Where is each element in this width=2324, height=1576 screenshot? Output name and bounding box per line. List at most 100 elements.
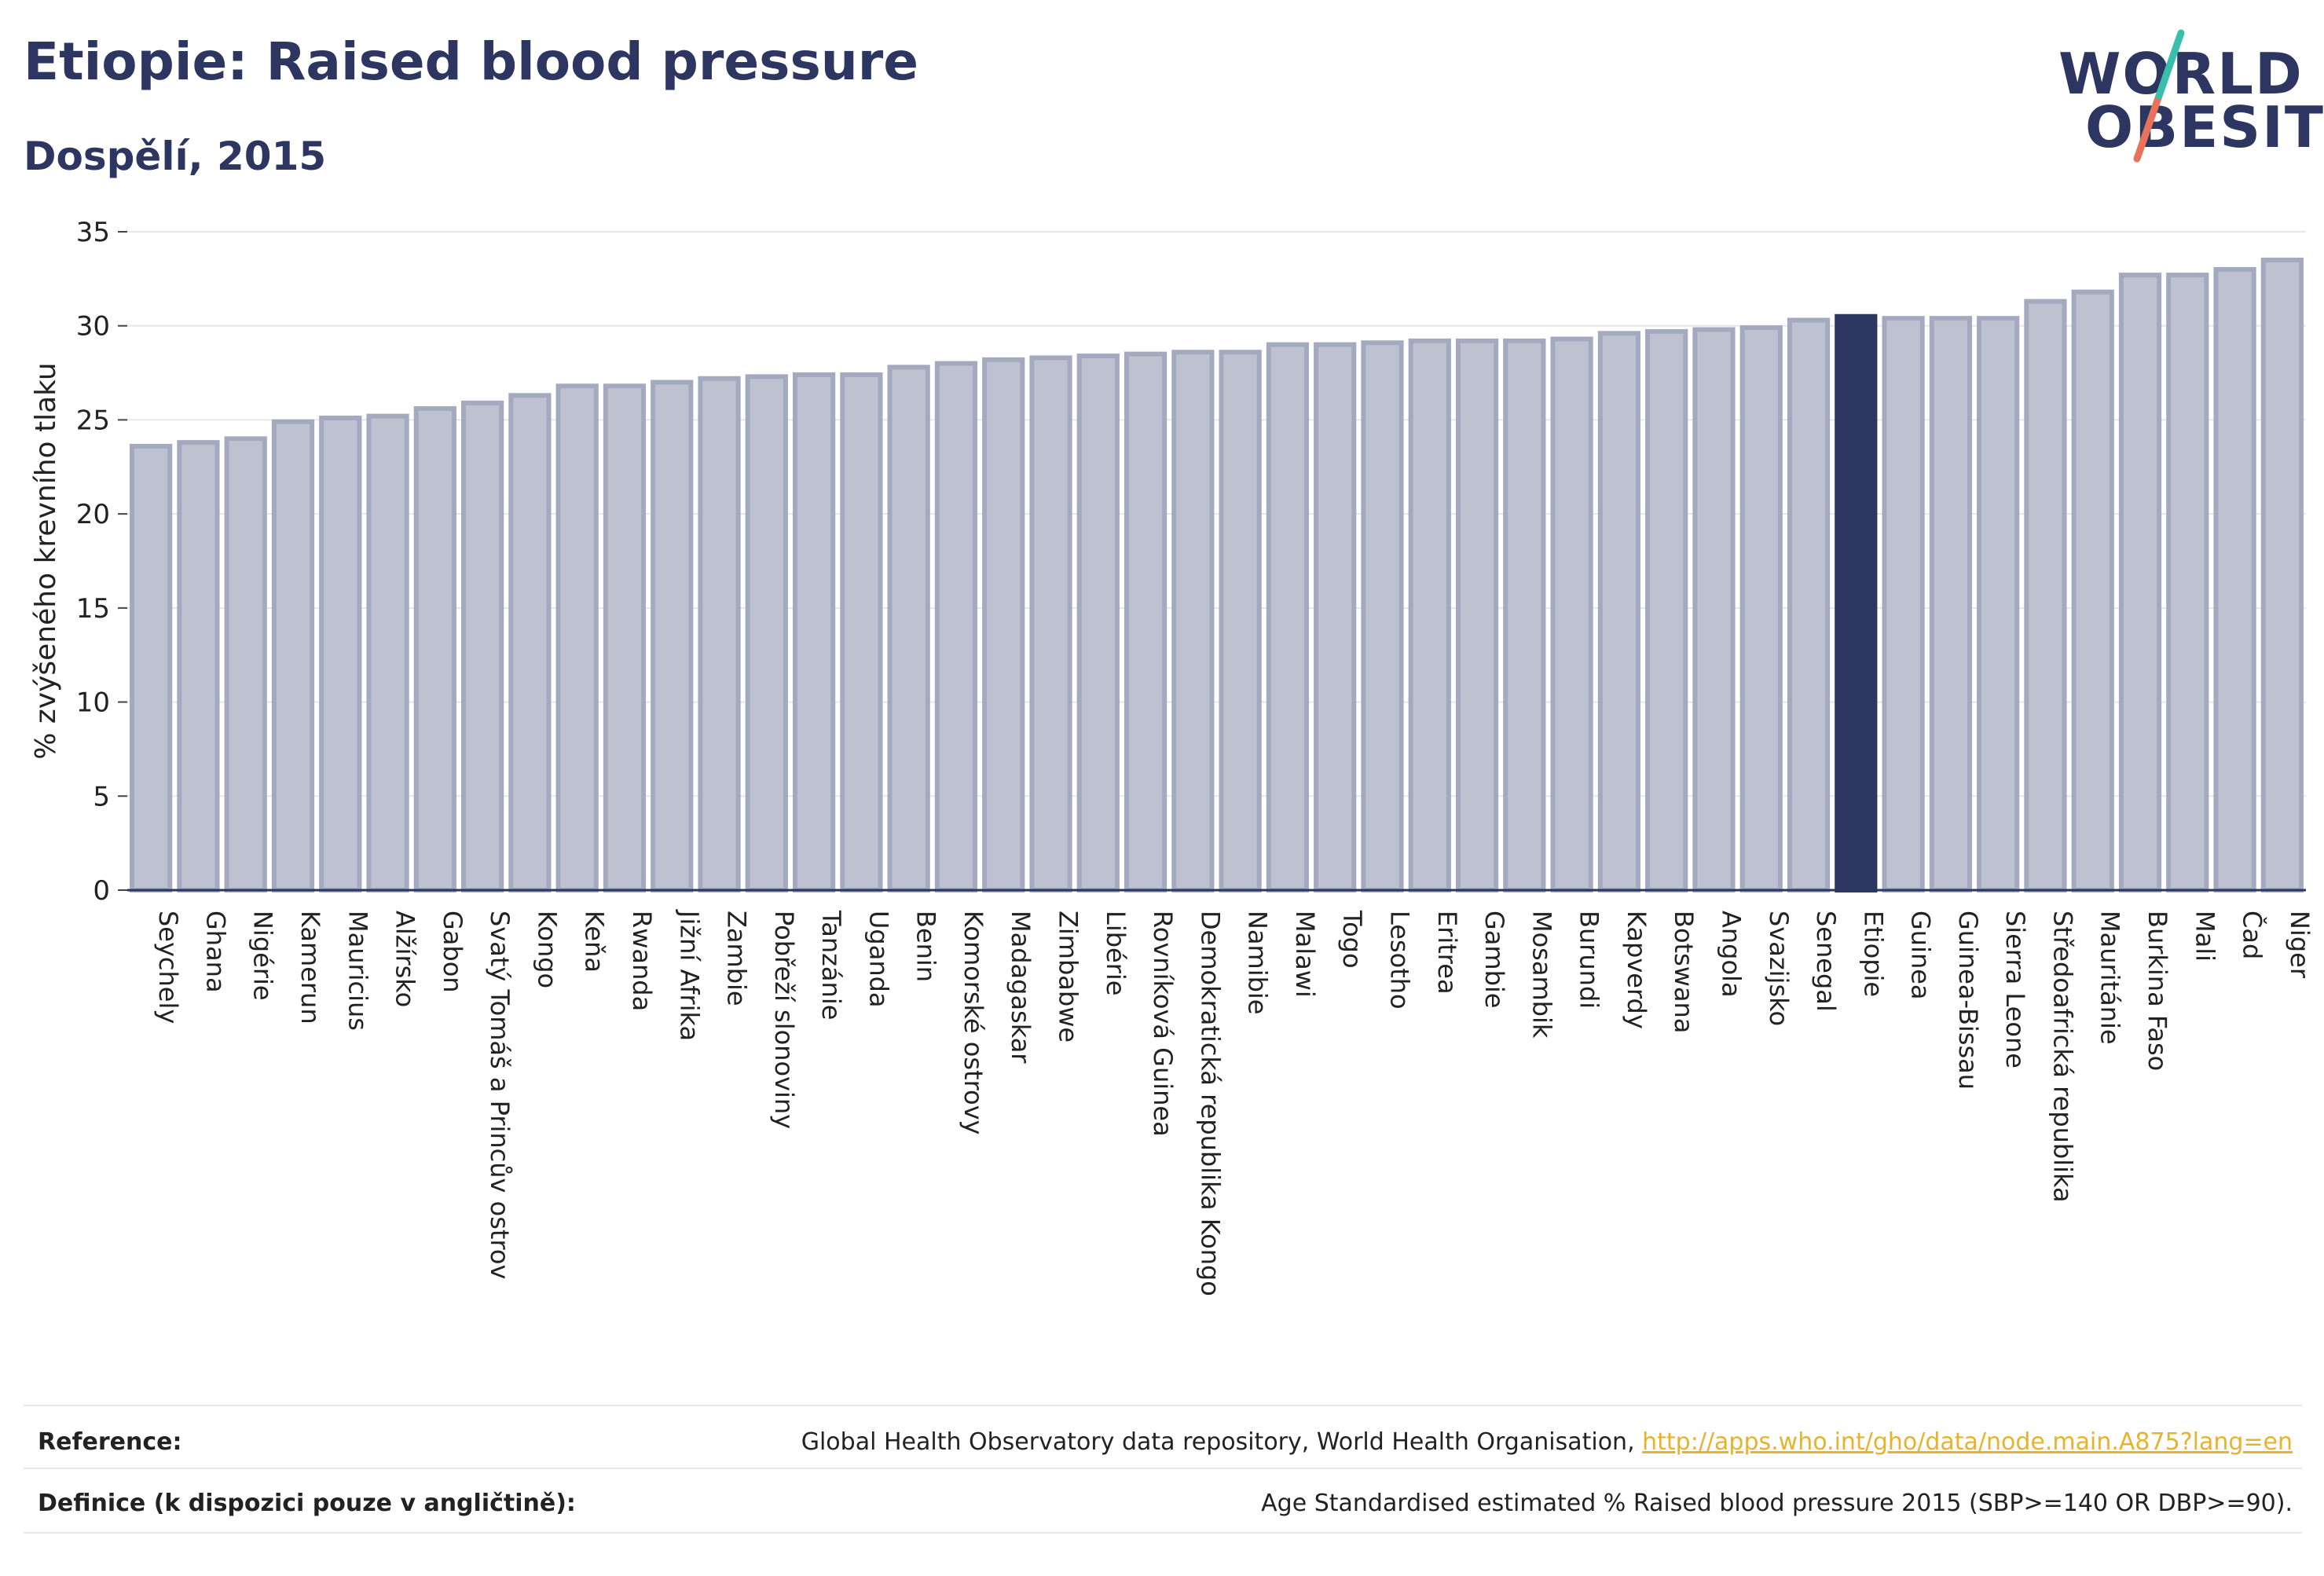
bar [651,379,694,892]
x-tick-label: Tanzánie [816,910,846,1020]
bar [1455,338,1499,892]
logo-word-world: WORLD [2058,41,2304,107]
logo-slash-icon [2133,29,2185,163]
axes: 0 5 10 15 20 25 30 35 Seychely Ghana Nigérie Kameru… [76,217,2315,1296]
bar [745,374,788,892]
x-tick-label: Madagaskar [1006,911,1036,1064]
reference-text: Global Health Observatory data repositor… [801,1428,1643,1456]
bar [2166,273,2209,893]
x-tick-label: Uganda [863,911,893,1008]
footer-divider-bottom [24,1532,2302,1534]
y-tick-label: 0 [93,875,110,907]
bar [1597,331,1641,892]
bar [461,400,504,892]
bar [413,406,456,892]
x-tick-label: Burkina Faso [2143,911,2172,1071]
bar [1550,336,1593,892]
footer-divider-top [24,1405,2302,1406]
x-tick-label: Ghana [200,911,230,993]
x-tick-label: Kamerun [295,911,325,1024]
bar [1361,340,1404,892]
x-tick-label: Čad [2238,911,2268,959]
bar [130,443,173,892]
y-tick-label: 25 [76,405,110,436]
x-tick-label: Seychely [153,911,183,1024]
bar [319,416,362,892]
x-tick-label: Keňa [580,911,610,973]
bar-chart: 0 5 10 15 20 25 30 35 Seychely Ghana Nigérie Kameru… [30,217,2315,1296]
bar [555,383,599,892]
bar [2118,273,2162,893]
bar [1029,355,1072,893]
bar [1124,351,1167,892]
definition-value: Age Standardised estimated % Raised bloo… [1261,1490,2293,1517]
x-tick-label: Mosambik [1527,911,1556,1039]
x-tick-label: Gambie [1479,911,1509,1008]
bar [1882,316,1925,892]
reference-link[interactable]: http://apps.who.int/gho/data/node.main.A… [1642,1428,2293,1456]
x-tick-label: Zimbabwe [1054,911,1083,1043]
bar [1171,350,1215,892]
x-tick-label: Eritrea [1432,911,1462,995]
bar [840,372,883,893]
bar [2071,289,2114,893]
x-tick-label: Zambie [722,911,752,1006]
x-tick-label: Svazijsko [1764,911,1794,1026]
y-tick-label: 15 [76,593,110,625]
y-tick-label: 10 [76,687,110,719]
x-tick-label: Komorské ostrovy [959,911,988,1135]
bar [2024,299,2067,892]
x-tick-label: Svatý Tomáš a Princův ostrov [485,911,515,1279]
y-tick-label: 35 [76,217,110,248]
bar [2213,266,2256,892]
logo-word-obesity: OBESITY [2085,94,2324,160]
bar [603,383,647,892]
footer-divider-middle [24,1468,2302,1469]
bar [1977,316,2020,892]
bar [1314,342,1357,892]
chart-title: Etiopie: Raised blood pressure [24,31,919,92]
bar [366,413,409,892]
y-tick-label: 20 [76,499,110,530]
bar [887,365,930,893]
x-tick-label: Togo [1337,910,1367,969]
x-tick-label: Guinea-Bissau [1953,911,1983,1090]
bar [508,393,552,892]
x-tick-label: Kongo [532,911,562,988]
x-tick-label: Malawi [1290,911,1320,998]
x-tick-label: Niger [2285,911,2315,979]
x-tick-label: Rovníková Guinea [1148,911,1178,1137]
x-tick-label: Angola [1716,911,1746,998]
x-tick-label: Botswana [1669,911,1699,1033]
y-tick-label: 30 [76,311,110,343]
x-tick-label: Sierra Leone [2000,911,2030,1068]
x-tick-label: Jižní Afrika [674,909,704,1041]
y-axis-label: % zvýšeného krevního tlaku [30,362,62,759]
bar [698,376,741,892]
x-tick-label: Demokratická republika Kongo [1195,911,1225,1296]
bar [271,419,315,892]
x-tick-label: Rwanda [627,911,657,1011]
x-tick-label: Lesotho [1384,911,1414,1010]
bar [224,436,267,892]
x-tick-label: Pobřeží slonoviny [769,911,799,1129]
bar [1408,338,1451,892]
bar [1739,325,1783,892]
bar-highlighted [1835,313,1878,892]
x-tick-label: Nigérie [248,911,278,1001]
x-tick-label: Středoafrická republika [2047,911,2077,1203]
bar [2260,257,2304,892]
x-tick-label: Mauricius [343,911,372,1031]
x-tick-label: Mali [2190,911,2220,962]
bar [1076,354,1120,893]
bar [1787,317,1831,892]
bar [934,361,978,893]
bar [177,440,220,892]
definition-label: Definice (k dispozici pouze v angličtině… [38,1490,576,1517]
reference-label: Reference: [38,1428,182,1456]
x-tick-label: Guinea [1906,911,1936,1000]
bar [792,372,836,893]
bar [1929,316,1972,892]
bar [1692,327,1736,892]
bar [1645,328,1688,892]
